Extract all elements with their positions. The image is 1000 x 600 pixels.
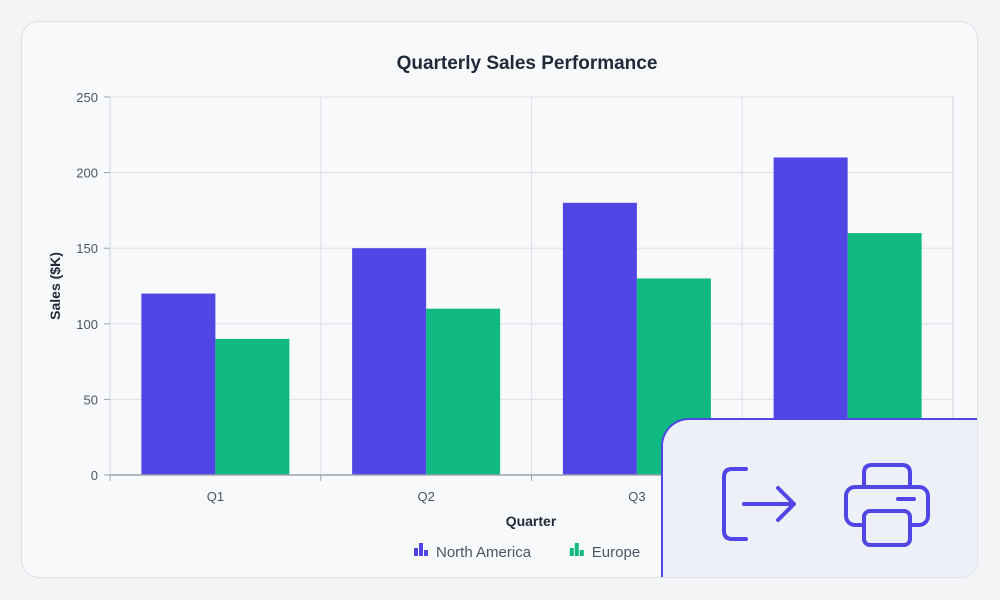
print-button[interactable] <box>839 456 935 552</box>
y-tick-label: 250 <box>76 90 98 105</box>
legend-icon <box>569 548 574 556</box>
y-tick-label: 50 <box>84 392 98 407</box>
bar-north-america-q1 <box>141 293 216 475</box>
export-icon <box>722 467 796 541</box>
chart-title: Quarterly Sales Performance <box>397 53 658 74</box>
legend-label: Europe <box>592 544 640 561</box>
legend-item: North America <box>414 543 532 561</box>
x-tick-label: Q3 <box>628 489 645 504</box>
legend-icon <box>419 543 423 556</box>
printer-icon <box>844 463 930 547</box>
export-button[interactable] <box>709 456 805 552</box>
y-tick-label: 200 <box>76 166 98 181</box>
y-axis-label: Sales ($K) <box>47 252 63 320</box>
legend-icon <box>579 550 584 556</box>
x-axis-label: Quarter <box>506 513 557 529</box>
bar-north-america-q2 <box>352 248 427 475</box>
legend-icon <box>574 543 579 556</box>
chart-card: Quarterly Sales Performance Sales ($K) Q… <box>21 21 978 578</box>
y-tick-label: 100 <box>76 317 98 332</box>
toolbar-panel <box>661 418 977 577</box>
bars <box>141 157 922 476</box>
bar-north-america-q3 <box>562 202 637 475</box>
legend-item: Europe <box>569 543 640 561</box>
bar-europe-q2 <box>426 308 501 475</box>
bar-europe-q1 <box>215 338 290 475</box>
bar-chart: Quarterly Sales Performance Sales ($K) Q… <box>47 53 954 561</box>
legend-label: North America <box>436 544 532 561</box>
y-tick-label: 0 <box>91 468 98 483</box>
legend: North America Europe <box>414 543 640 561</box>
legend-icon <box>424 550 428 556</box>
y-tick-label: 150 <box>76 241 98 256</box>
x-tick-label: Q2 <box>417 489 434 504</box>
x-tick-label: Q1 <box>207 489 224 504</box>
legend-icon <box>414 548 418 556</box>
